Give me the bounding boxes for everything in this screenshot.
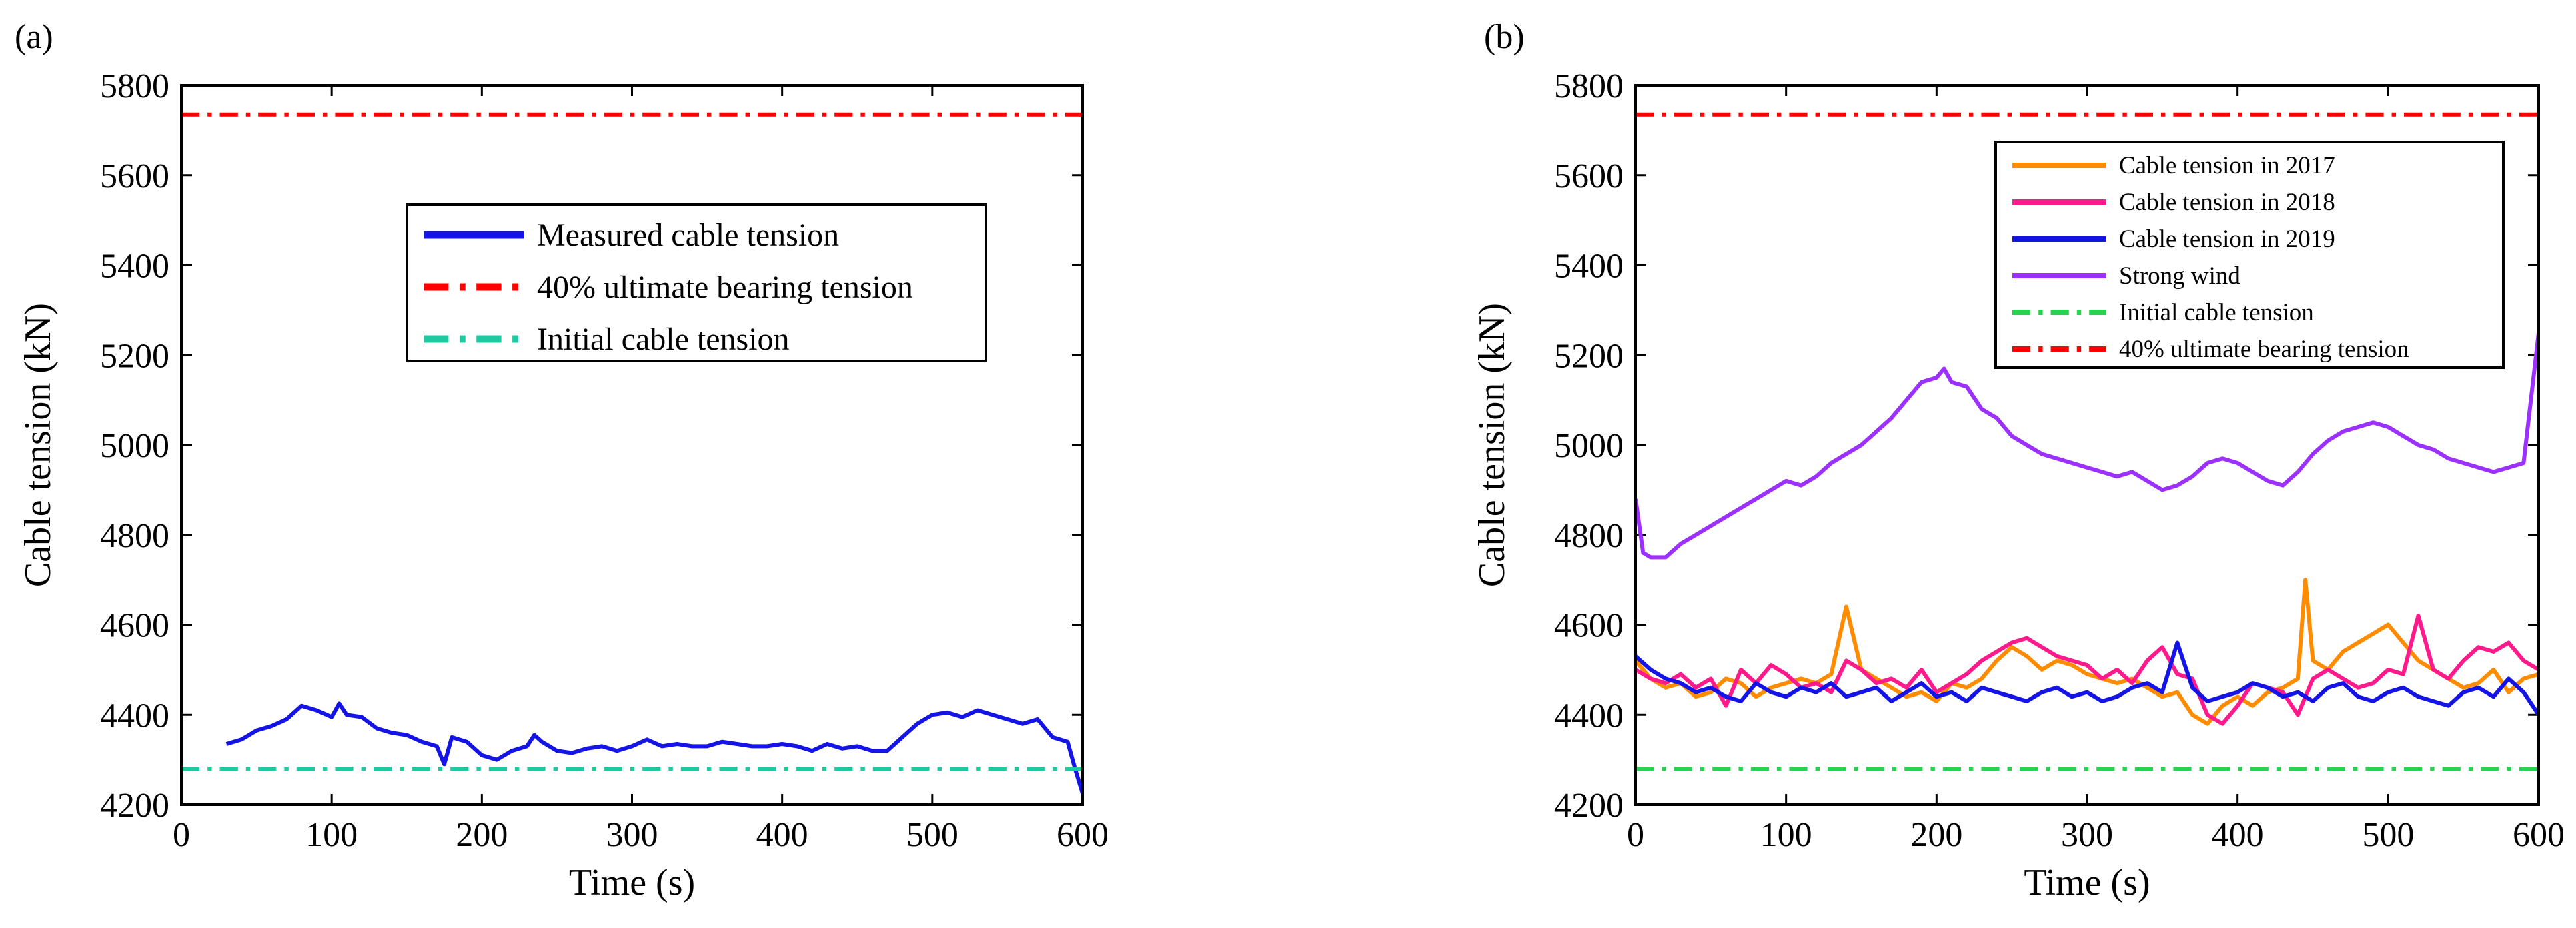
y-tick-label: 4600 [1554, 607, 1624, 645]
legend-label: 40% ultimate bearing tension [537, 270, 913, 305]
y-tick-label: 5000 [100, 427, 169, 465]
x-axis-title: Time (s) [569, 862, 695, 903]
y-tick-label: 5800 [1554, 67, 1624, 105]
y-tick-label: 4400 [1554, 697, 1624, 735]
y-tick-label: 5600 [1554, 157, 1624, 195]
legend: Measured cable tension 40% ultimate beari… [406, 203, 987, 362]
y-tick-label: 5000 [1554, 427, 1624, 465]
x-tick-label: 300 [606, 816, 658, 854]
y-axis-title: Cable tension (kN) [17, 303, 59, 587]
plot-frame [180, 84, 1084, 806]
legend-box [406, 203, 987, 362]
x-tick-label: 400 [756, 816, 808, 854]
y-tick-label: 5800 [100, 67, 169, 105]
x-tick-label: 400 [2212, 816, 2264, 854]
series-line-3 [1636, 640, 2539, 716]
legend-label: Initial cable tension [537, 322, 790, 357]
legend-label: Strong wind [2119, 262, 2240, 290]
y-tick-label: 4200 [100, 787, 169, 825]
chart-a: (a) 0 100 200 300 400 500 600 4200 4400 4600 4800 50… [15, 18, 1109, 903]
x-tick-label: 200 [456, 816, 508, 854]
panel-label: (a) [15, 18, 53, 56]
y-tick-label: 4200 [1554, 787, 1624, 825]
y-tick-label: 4800 [1554, 517, 1624, 555]
x-tick-label: 500 [906, 816, 958, 854]
x-tick-label: 200 [1910, 816, 1962, 854]
series-line-4 [1636, 332, 2539, 560]
legend-label: 40% ultimate bearing tension [2119, 336, 2409, 363]
x-axis-title: Time (s) [2024, 862, 2150, 903]
x-tick-label: 500 [2362, 816, 2414, 854]
y-tick-label: 5400 [100, 248, 169, 286]
x-tick-label: 0 [1627, 816, 1644, 854]
y-tick-label: 4400 [100, 697, 169, 735]
x-tick-label: 100 [305, 816, 358, 854]
series-line-1 [1636, 578, 2539, 726]
y-tick-label: 4600 [100, 607, 169, 645]
legend-label: Initial cable tension [2119, 299, 2314, 326]
series-group [181, 112, 1083, 795]
y-tick-label: 5200 [1554, 337, 1624, 375]
y-tick-label: 5200 [100, 337, 169, 375]
y-tick-label: 5600 [100, 157, 169, 195]
panel-label: (b) [1484, 18, 1525, 56]
legend-label: Measured cable tension [537, 217, 839, 253]
legend-label: Cable tension in 2019 [2119, 225, 2335, 253]
y-axis-title: Cable tension (kN) [1471, 303, 1513, 587]
x-tick-label: 600 [1057, 816, 1109, 854]
x-tick-label: 0 [173, 816, 190, 854]
series-line-2 [1636, 614, 2539, 726]
legend-label: Cable tension in 2017 [2119, 152, 2335, 179]
x-tick-label: 600 [2513, 816, 2565, 854]
series-line-1 [225, 701, 1083, 795]
plot-frame [1634, 84, 2540, 806]
legend-box [1994, 141, 2505, 369]
chart-b: (b) 0 100 200 300 400 500 600 4200 4400 4600 4800 50… [1471, 18, 2565, 903]
legend-label: Cable tension in 2018 [2119, 189, 2335, 216]
y-tick-label: 4800 [100, 517, 169, 555]
y-tick-label: 5400 [1554, 248, 1624, 286]
x-tick-label: 100 [1760, 816, 1812, 854]
legend: Cable tension in 2017 Cable tension in 20… [1994, 141, 2505, 369]
series-group [1636, 112, 2539, 771]
x-tick-label: 300 [2061, 816, 2113, 854]
